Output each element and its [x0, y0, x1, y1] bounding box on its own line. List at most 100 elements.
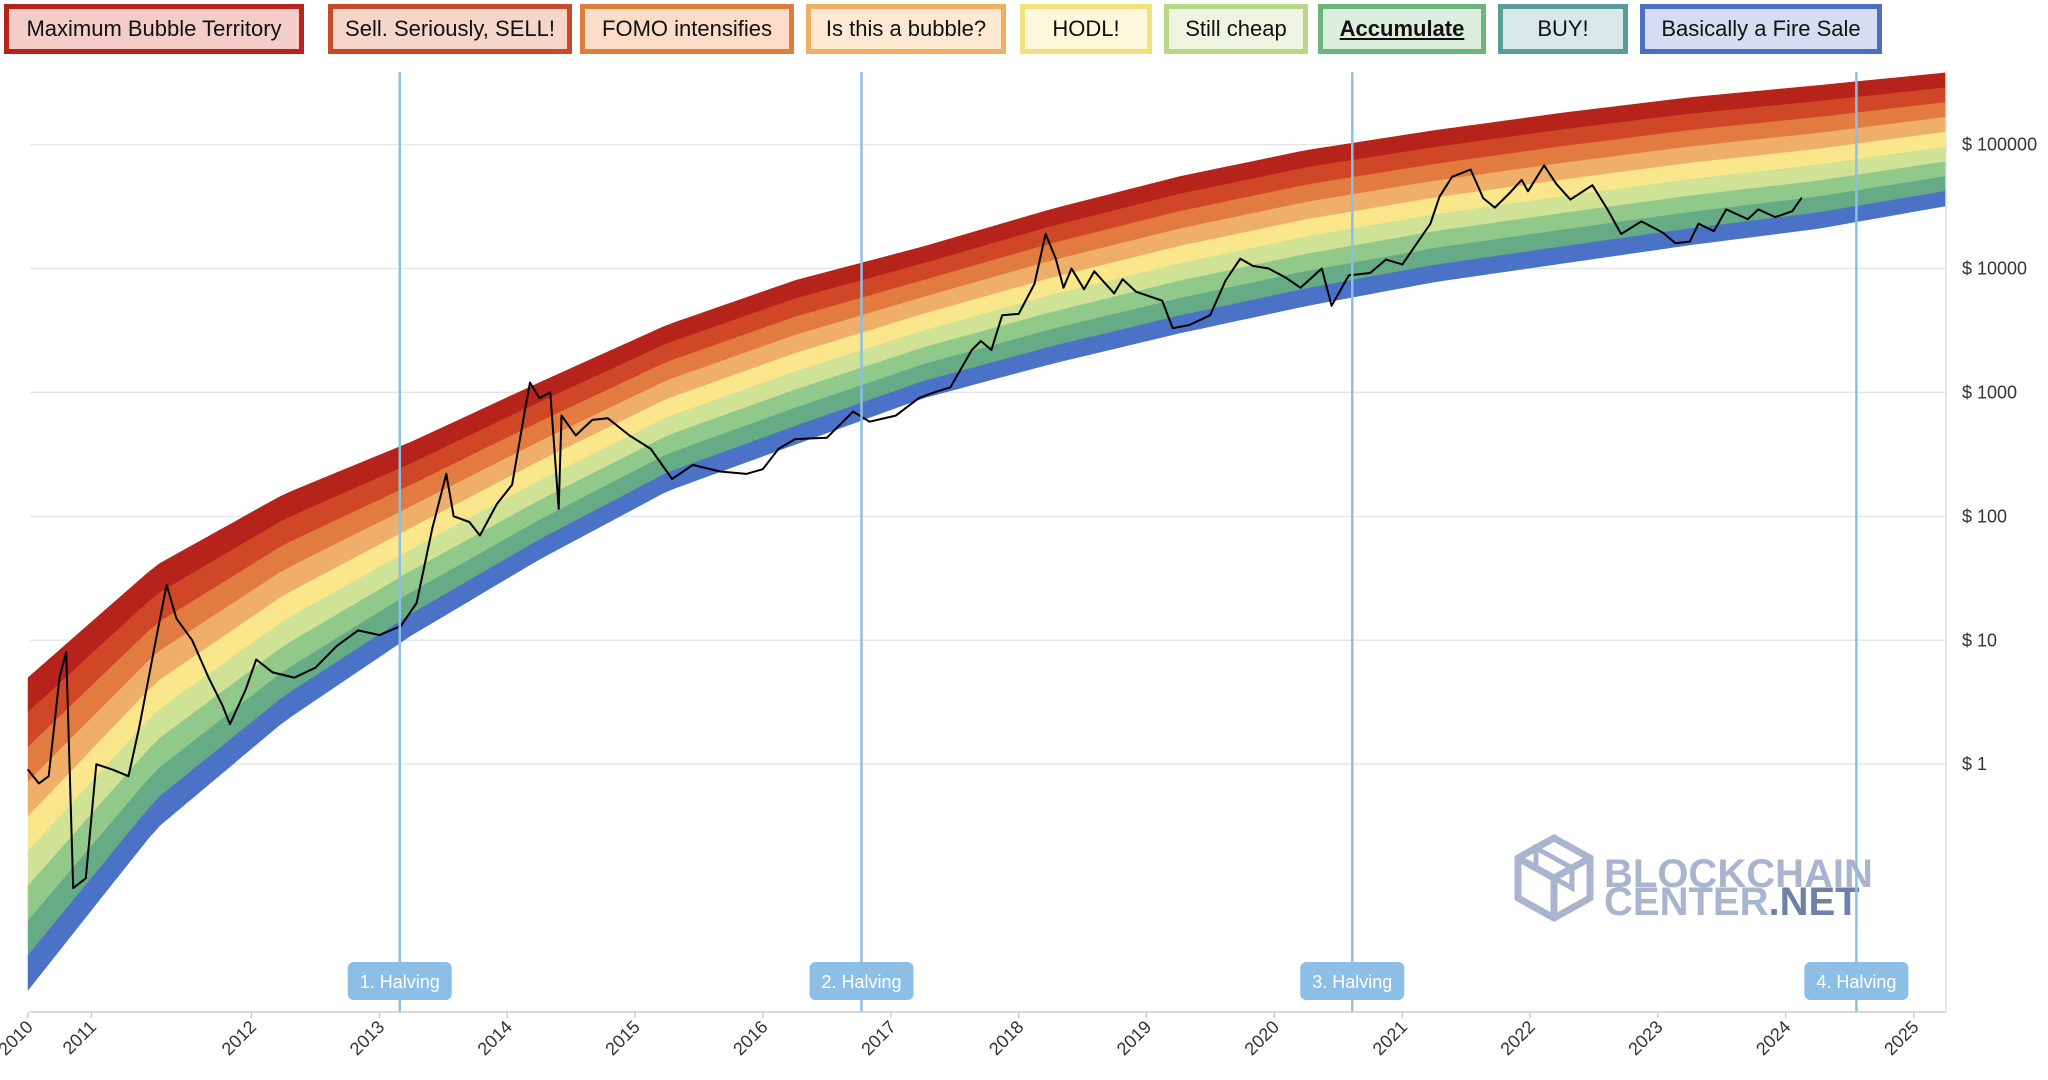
price-point	[1161, 299, 1163, 302]
price-point	[1001, 314, 1003, 317]
price-point	[1725, 208, 1727, 211]
price-point	[575, 434, 577, 437]
price-point	[415, 602, 418, 604]
price-point	[794, 438, 796, 440]
price-point	[650, 448, 652, 450]
legend: Maximum Bubble Territory Sell. Seriously,…	[2, 2, 1882, 56]
price-point	[1800, 197, 1803, 199]
price-point	[1121, 278, 1124, 281]
blockchaincenter-logo-icon	[1514, 833, 1594, 923]
y-tick-label: $ 100000	[1962, 135, 2037, 155]
price-point	[1527, 190, 1529, 193]
price-point	[1640, 220, 1643, 223]
y-tick-label: $ 10	[1962, 630, 1997, 650]
legend-button-label: Still cheap	[1185, 16, 1287, 41]
price-point	[1321, 267, 1323, 270]
y-tick-label: $ 1000	[1962, 382, 2017, 402]
price-point	[38, 782, 40, 785]
legend-button-1[interactable]: Sell. Seriously, SELL!	[328, 4, 572, 54]
price-point	[1757, 208, 1760, 211]
x-tick-label: 2015	[601, 1017, 643, 1059]
watermark-line-1: BLOCKCHAIN	[1604, 852, 1873, 896]
legend-button-label: Basically a Fire Sale	[1661, 16, 1861, 41]
price-point	[745, 473, 748, 475]
price-point	[1689, 240, 1691, 243]
price-point	[244, 688, 247, 691]
x-tick-label: 2022	[1496, 1017, 1538, 1059]
price-point	[523, 410, 526, 413]
price-point	[1188, 324, 1191, 326]
price-point	[1239, 257, 1242, 260]
legend-button-label: Sell. Seriously, SELL!	[345, 16, 555, 41]
price-point	[1569, 198, 1572, 201]
x-tick-label: 2010	[0, 1017, 37, 1059]
price-point	[1284, 276, 1286, 279]
price-point	[1401, 263, 1404, 266]
price-point	[431, 527, 434, 530]
watermark-line-2: CENTER.NET	[1604, 880, 1860, 924]
halving-label-1: 1. Halving	[360, 972, 440, 992]
price-point	[1620, 233, 1622, 235]
legend-button-6[interactable]: Accumulate	[1318, 4, 1486, 54]
price-point	[468, 521, 471, 523]
price-point	[980, 340, 982, 342]
x-tick-label: 2019	[1113, 1017, 1155, 1059]
price-point	[1508, 193, 1510, 195]
legend-button-label: Is this a bubble?	[825, 16, 987, 41]
halving-label-2: 2. Halving	[821, 972, 901, 992]
price-point	[1171, 327, 1174, 330]
blockchaincenter-watermark: BLOCKCHAIN CENTER.NET	[1514, 833, 1873, 924]
legend-button-7[interactable]: BUY!	[1498, 4, 1628, 54]
price-point	[826, 437, 828, 439]
legend-button-8[interactable]: Basically a Fire Sale	[1640, 4, 1882, 54]
price-point	[549, 391, 552, 394]
price-point	[1555, 183, 1558, 185]
price-point	[479, 534, 481, 537]
price-point	[378, 634, 381, 636]
x-tick-label: 2012	[218, 1017, 260, 1059]
price-point	[495, 503, 498, 506]
price-point	[1469, 168, 1472, 171]
legend-button-2[interactable]: FOMO intensifies	[580, 4, 794, 54]
price-point	[1774, 216, 1776, 218]
price-point	[868, 420, 871, 423]
price-point	[719, 470, 721, 473]
legend-button-5[interactable]: Still cheap	[1164, 4, 1308, 54]
legend-button-label: Accumulate	[1339, 16, 1465, 41]
legend-button-0[interactable]: Maximum Bubble Territory	[4, 4, 304, 54]
price-point	[72, 887, 74, 889]
price-point	[529, 381, 531, 384]
price-point	[1055, 257, 1057, 260]
x-tick-label: 2014	[474, 1017, 516, 1059]
x-tick-label: 2025	[1880, 1017, 1922, 1059]
price-point	[511, 483, 513, 486]
price-point	[933, 391, 935, 394]
halving-badge-4	[1804, 962, 1909, 1000]
y-tick-label: $ 1	[1962, 754, 1987, 774]
price-point	[58, 676, 61, 679]
legend-button-3[interactable]: Is this a bubble?	[806, 4, 1006, 54]
price-point	[1697, 222, 1700, 225]
price-point	[271, 671, 274, 674]
price-point	[1267, 267, 1270, 270]
price-point	[1062, 286, 1065, 289]
price-point	[1520, 179, 1523, 181]
price-point	[671, 478, 673, 480]
price-point	[895, 414, 897, 417]
price-point	[1747, 218, 1749, 220]
price-point	[777, 448, 780, 450]
price-point	[336, 645, 338, 647]
y-tick-label: $ 100	[1962, 506, 2007, 526]
legend-button-4[interactable]: HODL!	[1020, 4, 1152, 54]
price-point	[606, 417, 609, 420]
x-tick-label: 2013	[346, 1017, 388, 1059]
price-point	[191, 639, 193, 642]
price-point	[560, 414, 563, 417]
x-tick-label: 2021	[1369, 1017, 1411, 1059]
price-point	[138, 726, 141, 728]
price-point	[1451, 176, 1453, 178]
price-point	[1482, 197, 1484, 199]
halving-badge-2	[809, 962, 914, 1000]
price-point	[1299, 286, 1302, 289]
legend-button-label: FOMO intensifies	[602, 16, 772, 41]
